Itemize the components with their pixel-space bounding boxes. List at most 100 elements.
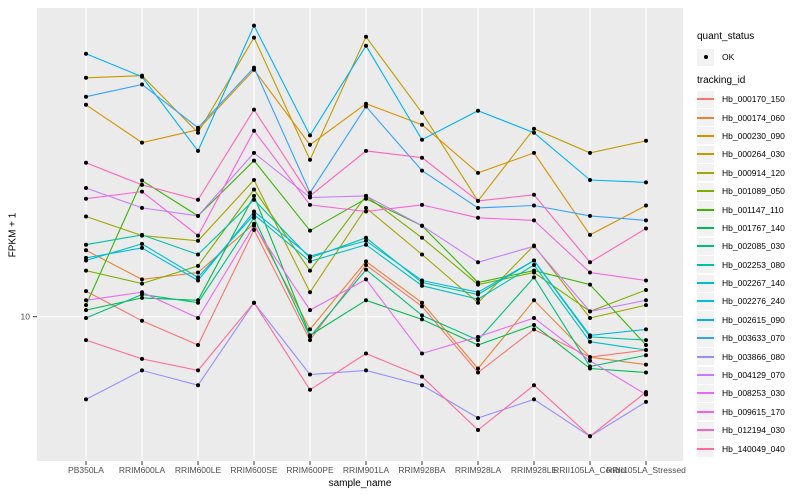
legend-line-swatch-icon xyxy=(697,282,714,285)
legend-key-box xyxy=(697,109,714,127)
data-point-Hb_000170_150-5 xyxy=(364,263,368,267)
data-point-Hb_008253_030-3 xyxy=(252,223,256,228)
legend-entry-Hb_003866_080: Hb_003866_080 xyxy=(697,347,785,366)
data-point-Hb_002267_140-10 xyxy=(644,348,648,352)
x-tick-label-3: RRIM600SE xyxy=(230,465,278,475)
legend-entry-Hb_000264_030: Hb_000264_030 xyxy=(697,145,785,163)
data-point-Hb_001767_140-0 xyxy=(84,308,88,313)
data-point-Hb_000230_090-6 xyxy=(420,122,424,127)
data-point-Hb_004129_070-2 xyxy=(196,213,200,218)
data-point-Hb_000174_060-7 xyxy=(476,366,480,371)
legend-key-box xyxy=(697,384,714,402)
data-point-Hb_003633_070-10 xyxy=(644,218,648,223)
data-point-Hb_002276_240-4 xyxy=(308,254,312,259)
legend-label: Hb_002253_080 xyxy=(722,259,785,270)
data-point-Hb_002267_140-6 xyxy=(420,283,424,288)
data-point-Hb_012194_030-5 xyxy=(364,148,368,153)
data-point-Hb_002253_080-0 xyxy=(84,242,88,247)
legend-line-swatch-icon xyxy=(697,245,714,248)
legend-entry-quant-status-ok: OK xyxy=(697,48,734,66)
data-point-Hb_004129_070-7 xyxy=(476,260,480,265)
data-point-Hb_008253_030-5 xyxy=(364,277,368,282)
data-point-Hb_003633_070-3 xyxy=(252,65,256,70)
data-point-Hb_001089_050-2 xyxy=(196,263,200,268)
data-point-Hb_003866_080-5 xyxy=(364,368,368,373)
data-point-Hb_002276_240-10 xyxy=(644,327,648,332)
y-tick-label-10: 10 xyxy=(21,312,31,322)
data-point-Hb_000170_150-1 xyxy=(140,318,144,323)
data-point-Hb_001147_110-5 xyxy=(364,196,368,201)
legend-key-box xyxy=(697,145,714,163)
data-point-Hb_009615_170-6 xyxy=(420,202,424,207)
legend-line-swatch-icon xyxy=(697,116,714,119)
data-point-Hb_001767_140-1 xyxy=(140,295,144,300)
data-point-Hb_000170_150-3 xyxy=(252,227,256,232)
data-point-Hb_003633_070-2 xyxy=(196,125,200,130)
x-axis-title: sample_name xyxy=(328,478,392,489)
legend-line-swatch-icon xyxy=(697,355,714,358)
data-point-Hb_000264_030-6 xyxy=(420,110,424,115)
legend-label: Hb_002267_140 xyxy=(722,278,785,289)
legend-key-box xyxy=(697,366,714,384)
data-point-Hb_140049_040-1 xyxy=(140,356,144,361)
data-point-Hb_000914_120-4 xyxy=(308,290,312,295)
data-point-Hb_002615_090-8 xyxy=(532,130,536,135)
data-point-Hb_001089_050-1 xyxy=(140,281,144,286)
legend-line-swatch-icon xyxy=(697,300,714,303)
legend-key-box xyxy=(697,274,714,292)
legend-label: Hb_000170_150 xyxy=(722,94,785,105)
data-point-Hb_003633_070-6 xyxy=(420,168,424,173)
data-point-Hb_000170_150-6 xyxy=(420,304,424,309)
data-point-Hb_000174_060-5 xyxy=(364,259,368,264)
data-point-Hb_003633_070-8 xyxy=(532,203,536,208)
data-point-Hb_002267_140-5 xyxy=(364,242,368,247)
data-point-Hb_009615_170-7 xyxy=(476,215,480,220)
data-point-Hb_002085_030-7 xyxy=(476,338,480,343)
legend-line-swatch-icon xyxy=(697,98,714,101)
data-point-Hb_002276_240-9 xyxy=(588,333,592,338)
data-point-Hb_002276_240-2 xyxy=(196,278,200,283)
data-point-Hb_000264_030-4 xyxy=(308,157,312,162)
legend-label: Hb_003633_070 xyxy=(722,333,785,344)
data-point-Hb_002253_080-10 xyxy=(644,338,648,343)
data-point-Hb_000170_150-0 xyxy=(84,289,88,294)
data-point-Hb_000264_030-5 xyxy=(364,34,368,39)
data-point-Hb_001767_140-5 xyxy=(364,298,368,303)
legend-entry-Hb_009615_170: Hb_009615_170 xyxy=(697,403,785,421)
data-point-Hb_140049_040-6 xyxy=(420,374,424,379)
legend-entry-Hb_003633_070: Hb_003633_070 xyxy=(697,329,785,347)
data-point-Hb_009615_170-3 xyxy=(252,128,256,133)
data-point-Hb_008253_030-1 xyxy=(140,290,144,295)
data-point-Hb_002085_030-0 xyxy=(84,316,88,320)
data-point-Hb_008253_030-8 xyxy=(532,316,536,320)
data-point-Hb_140049_040-5 xyxy=(364,351,368,356)
data-point-Hb_001089_050-10 xyxy=(644,288,648,292)
data-point-Hb_012194_030-8 xyxy=(532,192,536,197)
data-point-Hb_002267_140-1 xyxy=(140,241,144,246)
x-tick-label-0: PB350LA xyxy=(68,465,104,475)
legend-title-quant-status: quant_status xyxy=(697,31,755,42)
x-tick-label-10: RRII105LA_Stressed xyxy=(606,465,686,475)
legend-key-box xyxy=(697,48,714,66)
data-point-Hb_012194_030-2 xyxy=(196,197,200,202)
data-point-Hb_140049_040-10 xyxy=(644,390,648,395)
data-point-Hb_000174_060-6 xyxy=(420,300,424,305)
data-point-Hb_003866_080-6 xyxy=(420,383,424,388)
data-point-Hb_012194_030-9 xyxy=(588,260,592,265)
data-point-Hb_002253_080-5 xyxy=(364,235,368,240)
data-point-Hb_002276_240-5 xyxy=(364,238,368,243)
data-point-Hb_001089_050-3 xyxy=(252,187,256,192)
data-point-Hb_000174_060-4 xyxy=(308,327,312,332)
data-point-Hb_001089_050-6 xyxy=(420,235,424,240)
legend-label-ok: OK xyxy=(722,52,735,63)
legend-key-box xyxy=(697,421,714,439)
data-point-Hb_004129_070-10 xyxy=(644,298,648,303)
data-point-Hb_002615_090-6 xyxy=(420,137,424,142)
data-point-Hb_001147_110-4 xyxy=(308,228,312,233)
data-point-Hb_002615_090-2 xyxy=(196,148,200,153)
legend-line-swatch-icon xyxy=(697,337,714,340)
data-point-Hb_140049_040-3 xyxy=(252,300,256,305)
data-point-Hb_009615_170-1 xyxy=(140,189,144,194)
data-point-Hb_002615_090-0 xyxy=(84,51,88,56)
